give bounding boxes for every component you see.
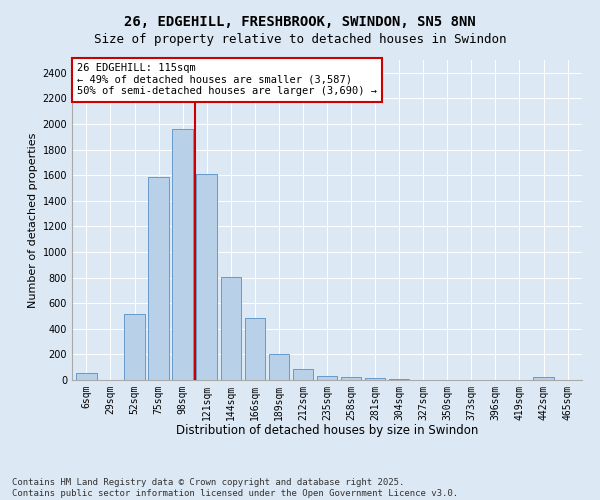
Bar <box>172 129 193 380</box>
Y-axis label: Number of detached properties: Number of detached properties <box>28 132 38 308</box>
Bar <box>148 177 169 380</box>
Bar <box>317 376 337 380</box>
Bar <box>76 373 97 380</box>
Bar <box>245 318 265 380</box>
Bar <box>389 378 409 380</box>
Text: Size of property relative to detached houses in Swindon: Size of property relative to detached ho… <box>94 32 506 46</box>
Text: Contains HM Land Registry data © Crown copyright and database right 2025.
Contai: Contains HM Land Registry data © Crown c… <box>12 478 458 498</box>
Bar <box>365 378 385 380</box>
Bar <box>341 378 361 380</box>
X-axis label: Distribution of detached houses by size in Swindon: Distribution of detached houses by size … <box>176 424 478 438</box>
Bar <box>533 378 554 380</box>
Text: 26, EDGEHILL, FRESHBROOK, SWINDON, SN5 8NN: 26, EDGEHILL, FRESHBROOK, SWINDON, SN5 8… <box>124 15 476 29</box>
Bar <box>124 314 145 380</box>
Bar <box>293 369 313 380</box>
Text: 26 EDGEHILL: 115sqm
← 49% of detached houses are smaller (3,587)
50% of semi-det: 26 EDGEHILL: 115sqm ← 49% of detached ho… <box>77 63 377 96</box>
Bar <box>269 354 289 380</box>
Bar <box>196 174 217 380</box>
Bar <box>221 277 241 380</box>
